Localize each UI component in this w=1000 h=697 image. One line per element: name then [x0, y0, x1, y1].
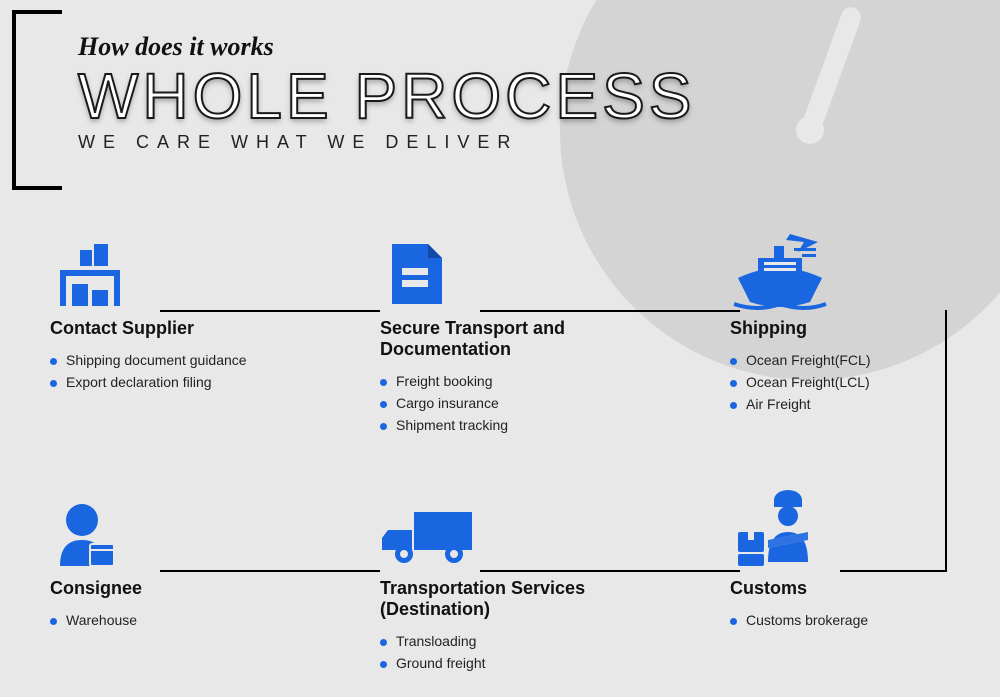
header-bracket	[12, 10, 62, 190]
header-title: WHOLE PROCESS	[78, 64, 695, 128]
customs-icon	[730, 500, 830, 570]
step-bullets: Shipping document guidance Export declar…	[50, 349, 330, 393]
step-bullets: Ocean Freight(FCL) Ocean Freight(LCL) Ai…	[730, 349, 1000, 415]
step-contact-supplier: Contact Supplier Shipping document guida…	[50, 240, 330, 393]
step-bullets: Warehouse	[50, 609, 330, 631]
step-title: Consignee	[50, 578, 330, 599]
bullet: Export declaration filing	[50, 371, 330, 393]
consignee-icon	[50, 500, 130, 570]
step-title: Customs	[730, 578, 1000, 599]
header: How does it works WHOLE PROCESS WE CARE …	[78, 32, 695, 153]
truck-icon	[380, 500, 480, 570]
step-secure-transport: Secure Transport and Documentation Freig…	[380, 240, 660, 436]
bullet: Freight booking	[380, 370, 660, 392]
step-title: Secure Transport and Documentation	[380, 318, 660, 360]
step-title: Transportation Services (Destination)	[380, 578, 660, 620]
bullet: Customs brokerage	[730, 609, 1000, 631]
step-title: Shipping	[730, 318, 1000, 339]
step-customs: Customs Customs brokerage	[730, 500, 1000, 631]
step-shipping: Shipping Ocean Freight(FCL) Ocean Freigh…	[730, 240, 1000, 415]
step-bullets: Freight booking Cargo insurance Shipment…	[380, 370, 660, 436]
bullet: Shipping document guidance	[50, 349, 330, 371]
header-tagline: WE CARE WHAT WE DELIVER	[78, 132, 695, 153]
process-grid: Contact Supplier Shipping document guida…	[50, 240, 970, 677]
bullet: Transloading	[380, 630, 660, 652]
document-icon	[380, 240, 460, 310]
step-transport-services: Transportation Services (Destination) Tr…	[380, 500, 660, 674]
bullet: Air Freight	[730, 393, 1000, 415]
step-bullets: Transloading Ground freight	[380, 630, 660, 674]
bullet: Shipment tracking	[380, 414, 660, 436]
step-consignee: Consignee Warehouse	[50, 500, 330, 631]
step-title: Contact Supplier	[50, 318, 330, 339]
bullet: Cargo insurance	[380, 392, 660, 414]
bullet: Warehouse	[50, 609, 330, 631]
bullet: Ground freight	[380, 652, 660, 674]
warehouse-icon	[50, 240, 130, 310]
bullet: Ocean Freight(FCL)	[730, 349, 1000, 371]
bullet: Ocean Freight(LCL)	[730, 371, 1000, 393]
shipping-icon	[730, 240, 830, 310]
step-bullets: Customs brokerage	[730, 609, 1000, 631]
header-subtitle: How does it works	[78, 32, 695, 62]
